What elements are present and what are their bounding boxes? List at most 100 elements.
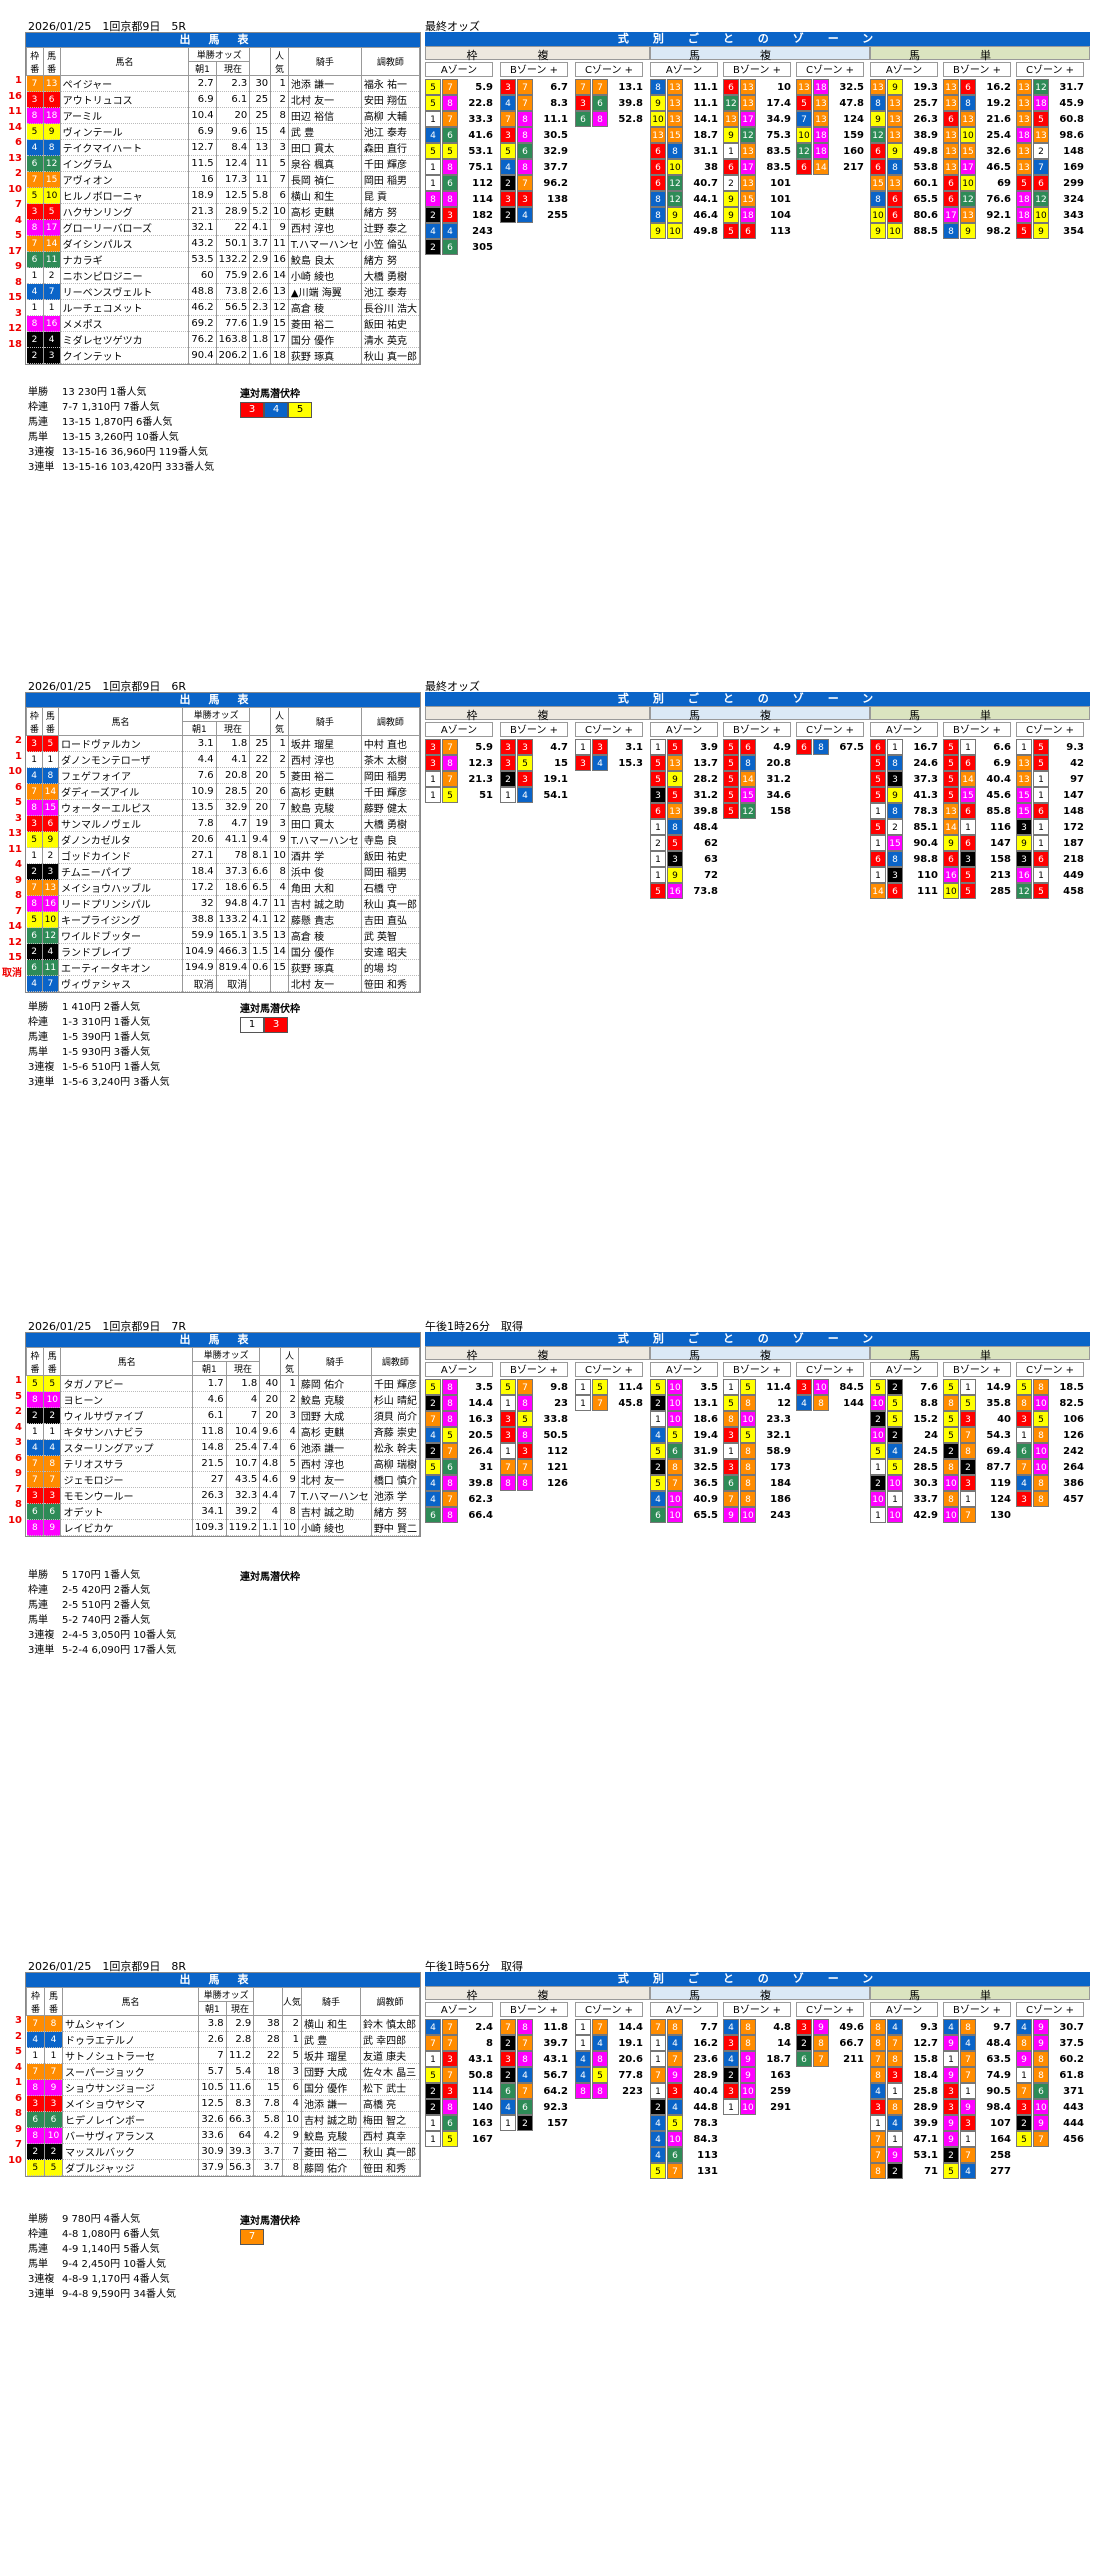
horse-row[interactable]: 7 7 スーパージョック 5.7 5.4 18 3 団野 大成 佐々木 晶三 [26, 2063, 421, 2080]
zone-row: 6 12 40.7 [650, 175, 718, 191]
jockey-name: 西村 淳也 [288, 219, 362, 236]
horse-number: 9 [813, 2019, 829, 2035]
horse-row[interactable]: 6 6 ヒデノレインボー 32.6 66.3 5.8 10 吉村 誠之助 梅田 智之 [26, 2111, 421, 2128]
horse-row[interactable]: 3 5 ロードヴァルカン 3.1 1.8 25 1 坂井 瑠星 中村 直也 [26, 735, 421, 752]
horse-row[interactable]: 5 5 タガノアビー 1.7 1.8 40 1 藤岡 佑介 千田 輝彦 [26, 1375, 421, 1392]
horse-row[interactable]: 7 14 ダディーズアイル 10.9 28.5 20 6 高杉 吏麒 千田 輝彦 [26, 783, 421, 800]
horse-row[interactable]: 8 9 レイビカケ 109.3 119.2 1.1 10 小崎 綾也 野中 賢二 [26, 1519, 421, 1536]
horse-row[interactable]: 2 2 マッスルバック 30.9 39.3 3.7 7 菱田 裕二 秋山 真一郎 [26, 2143, 421, 2160]
horse-row[interactable]: 6 11 ナカラギ 53.5 132.2 2.9 16 鮫島 良太 緒方 努 [26, 251, 421, 268]
horse-row[interactable]: 5 9 ダノンカゼルタ 20.6 41.1 9.4 9 T.ハマーハンセ 寺島 良 [26, 831, 421, 848]
zone-odds: 41.3 [913, 789, 938, 801]
horse-row[interactable]: 8 16 メメポス 69.2 77.6 1.9 15 菱田 裕二 飯田 祐史 [26, 315, 421, 332]
ninki: 15 [270, 959, 289, 976]
horse-row[interactable]: 6 11 エーティータキオン 194.9 819.4 0.6 15 荻野 琢真 的場 均 [26, 959, 421, 976]
horse-row[interactable]: 8 16 リードプリンシパル 32 94.8 4.7 11 吉村 誠之助 秋山 真一郎 [26, 895, 421, 912]
zone-row: 9 8 60.2 [1016, 2051, 1084, 2067]
jockey-name: 団野 大成 [301, 2063, 361, 2080]
horse-row[interactable]: 3 6 サンマルノヴェル 7.8 4.7 19 3 田口 貫太 大橋 勇樹 [26, 815, 421, 832]
horse-row[interactable]: 2 2 ウィルサヴァイブ 6.1 7 20 3 団野 大成 須貝 尚介 [26, 1407, 421, 1424]
umaban-cell: 1 [42, 751, 60, 768]
horse-number: 7 [1033, 159, 1049, 175]
frame-number: 7 [500, 1459, 516, 1475]
waku-cell: 8 [26, 315, 44, 332]
horse-row[interactable]: 8 18 アーミル 10.4 20 25 8 田辺 裕信 高柳 大輔 [26, 107, 421, 124]
current-odds: 132.2 [216, 251, 251, 268]
horse-number: 6 [723, 159, 739, 175]
waku-cell: 4 [26, 139, 44, 156]
horse-number: 8 [1033, 2067, 1049, 2083]
horse-row[interactable]: 6 12 イングラム 11.5 12.4 11 5 泉谷 楓真 千田 輝彦 [26, 155, 421, 172]
frame-number: 5 [425, 2067, 441, 2083]
horse-row[interactable]: 5 10 ヒルノボローニャ 18.9 12.5 5.8 6 横山 和生昆 貢 [26, 187, 421, 204]
horse-row[interactable]: 4 8 テイクマイハート 12.7 8.4 13 3 田口 貫太 森田 直行 [26, 139, 421, 156]
zone-odds: 9.3 [1066, 741, 1084, 753]
trainer-name: 秋山 真一郎 [361, 895, 421, 912]
horse-row[interactable]: 1 2 ニホンピロジニー 60 75.9 2.6 14 小崎 綾也 大橋 勇樹 [26, 267, 421, 284]
zone-odds: 11.4 [766, 1381, 791, 1393]
horse-number: 3 [1016, 1491, 1032, 1507]
horse-row[interactable]: 3 3 メイショウヤシマ 12.5 8.3 7.8 4 池添 謙一 高橋 亮 [26, 2095, 421, 2112]
current-odds: 39.3 [226, 2143, 255, 2160]
frame-number: 5 [442, 1427, 458, 1443]
kitai-value: 4.1 [249, 219, 272, 236]
horse-number: 13 [943, 803, 959, 819]
horse-row[interactable]: 1 1 キタサンハナビラ 11.8 10.4 9.6 4 高杉 吏麒 斉藤 崇史 [26, 1423, 421, 1440]
horse-row[interactable]: 8 15 ウォーターエルピス 13.5 32.9 20 7 鮫島 克駿 藤野 健太 [26, 799, 421, 816]
zone-row: 12 18 160 [796, 143, 864, 159]
horse-row[interactable]: 5 5 ダブルジャッジ 37.9 56.3 3.7 8 藤岡 佑介 笹田 和秀 [26, 2159, 421, 2176]
horse-row[interactable]: 3 6 アウトリュコス 6.9 6.1 25 2 北村 友一 安田 翔伍 [26, 91, 421, 108]
horse-row[interactable]: 8 17 グローリーバローズ 32.1 22 4.1 9 西村 淳也 辻野 泰之 [26, 219, 421, 236]
horse-row[interactable]: 8 9 ショウサンジョージ 10.5 11.6 15 6 国分 優作 松下 武士 [26, 2079, 421, 2096]
horse-row[interactable]: 7 13 ペイジャー 2.7 2.3 30 1 池添 謙一 福永 祐一 [26, 75, 421, 92]
horse-row[interactable]: 3 3 モモンウールー 26.3 32.3 4.4 7 T.ハマーハンセ 池添 学 [26, 1487, 421, 1504]
zone-row: 5 3 37.3 [870, 771, 938, 787]
horse-row[interactable]: 1 2 ゴッドカインド 27.1 78 8.1 10 酒井 学飯田 祐史 [26, 847, 421, 864]
horse-row[interactable]: 8 10 ヨヒーン 4.6 4 20 2 鮫島 克駿 杉山 晴紀 [26, 1391, 421, 1408]
horse-row[interactable]: 4 8 フェゲフォイア 7.6 20.8 20 5 菱田 裕二 岡田 稲男 [26, 767, 421, 784]
trainer-name: 岡田 稲男 [361, 171, 421, 188]
horse-row[interactable]: 7 8 テリオスサラ 21.5 10.7 4.8 5 西村 淳也 高柳 瑞樹 [26, 1455, 421, 1472]
horse-row[interactable]: 7 15 アヴィオン 16 17.3 11 7 長岡 禎仁 岡田 稲男 [26, 171, 421, 188]
horse-row[interactable]: 4 4 スターリングアップ 14.8 25.4 7.4 6 池添 謙一 松永 幹夫 [26, 1439, 421, 1456]
horse-row[interactable]: 1 1 ダノンモンテローザ 4.4 4.1 22 2 西村 淳也 茶木 太樹 [26, 751, 421, 768]
zone-odds: 6.6 [993, 741, 1011, 753]
zone-label: Bゾーン + [943, 1362, 1011, 1377]
horse-row[interactable]: 2 4 ランドブレイブ 104.9 466.3 1.5 14 国分 優作 安達 昭夫 [26, 943, 421, 960]
horse-row[interactable]: 4 7 リーベンスヴェルト 48.8 73.8 2.6 13 ▲川端 海翼 池江 泰寿 [26, 283, 421, 300]
zone-label: Bゾーン + [723, 62, 791, 77]
frame-number: 2 [425, 207, 441, 223]
current-odds: 12.5 [216, 187, 251, 204]
horse-row[interactable]: 7 14 ダイシンパルス 43.2 50.1 3.7 11 T.ハマーハンセ 小笠 倫弘 [26, 235, 421, 252]
zone-odds: 18.7 [693, 129, 718, 141]
horse-row[interactable]: 2 3 クインテット 90.4 206.2 1.6 18 荻野 琢真 秋山 真一郎 [26, 347, 421, 364]
frame-number: 8 [442, 159, 458, 175]
frame-number: 7 [517, 79, 533, 95]
horse-row[interactable]: 5 9 ヴィンテール 6.9 9.6 15 4 武 豊池江 泰寿 [26, 123, 421, 140]
current-odds: 7 [226, 1407, 261, 1424]
zone-odds: 98.4 [986, 2101, 1011, 2113]
horse-number: 1 [650, 2035, 666, 2051]
zone-row: 2 8 66.7 [796, 2035, 864, 2051]
morning-odds: 34.1 [192, 1503, 227, 1520]
horse-row[interactable]: 2 3 チムニーパイプ 18.4 37.3 6.6 8 浜中 俊岡田 稲男 [26, 863, 421, 880]
ninki: 6 [270, 187, 289, 204]
horse-row[interactable]: 6 6 オデット 34.1 39.2 4 8 吉村 誠之助 緒方 努 [26, 1503, 421, 1520]
horse-row[interactable]: 7 13 メイショウハッブル 17.2 18.6 6.5 4 角田 大和 石橋 守 [26, 879, 421, 896]
horse-row[interactable]: 3 5 ハクサンリング 21.3 28.9 5.2 10 高杉 吏麒 緒方 努 [26, 203, 421, 220]
zone-box-tan-a: Aゾーン 13 9 19.3 8 13 25.7 9 13 26.3 12 13 38.9 6 9 49.8 6… [870, 62, 938, 239]
horse-row[interactable]: 4 7 ヴィヴァシャス 取消 取消 北村 友一 笹田 和秀 [26, 975, 421, 992]
horse-row[interactable]: 5 10 キープライジング 38.8 133.2 4.1 12 藤懸 貴志 吉田 直弘 [26, 911, 421, 928]
horse-row[interactable]: 4 4 ドゥラエテルノ 2.6 2.8 28 1 武 豊武 幸四郎 [26, 2031, 421, 2048]
horse-row[interactable]: 7 8 サムシャイン 3.8 2.9 38 2 横山 和生 鈴木 慎太郎 [26, 2015, 421, 2032]
morning-odds: 11.5 [188, 155, 217, 172]
horse-number: 13 [723, 111, 739, 127]
horse-name: オデット [60, 1503, 193, 1520]
horse-row[interactable]: 7 7 ジェモロジー 27 43.5 4.6 9 北村 友一 橋口 慎介 [26, 1471, 421, 1488]
col-jockey: 騎手 [287, 707, 362, 736]
horse-row[interactable]: 1 1 サトノシュトラーセ 7 11.2 22 5 坂井 瑠星 友道 康夫 [26, 2047, 421, 2064]
horse-row[interactable]: 2 4 ミダレセツゲツカ 76.2 163.8 1.8 17 国分 優作 清水 英克 [26, 331, 421, 348]
horse-row[interactable]: 8 10 バーサヴィアランス 33.6 64 4.2 9 鮫島 克駿 西村 真幸 [26, 2127, 421, 2144]
horse-row[interactable]: 1 1 ルーチェコメット 46.2 56.5 2.3 12 高倉 稜長谷川 浩大 [26, 299, 421, 316]
horse-row[interactable]: 6 12 ワイルドブッター 59.9 165.1 3.5 13 高倉 稜武 英智 [26, 927, 421, 944]
